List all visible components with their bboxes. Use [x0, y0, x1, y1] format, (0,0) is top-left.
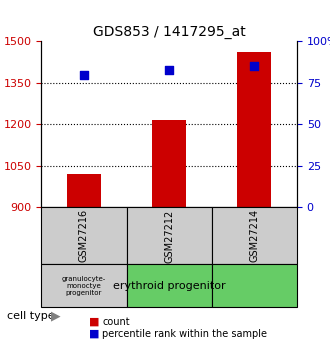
Text: ■: ■ — [89, 329, 100, 339]
Title: GDS853 / 1417295_at: GDS853 / 1417295_at — [93, 25, 246, 39]
FancyBboxPatch shape — [126, 207, 212, 264]
Point — [166, 67, 172, 72]
FancyBboxPatch shape — [212, 264, 297, 307]
FancyBboxPatch shape — [212, 207, 297, 264]
FancyBboxPatch shape — [41, 207, 126, 264]
Text: erythroid progenitor: erythroid progenitor — [113, 281, 225, 291]
Point — [81, 72, 86, 77]
Text: ▶: ▶ — [51, 309, 61, 322]
Bar — [67, 174, 101, 207]
Text: ■: ■ — [89, 317, 100, 327]
Point — [252, 63, 257, 69]
Text: GSM27212: GSM27212 — [164, 209, 174, 263]
Text: GSM27214: GSM27214 — [249, 209, 259, 263]
Text: percentile rank within the sample: percentile rank within the sample — [102, 329, 267, 339]
Bar — [152, 120, 186, 207]
Text: GSM27216: GSM27216 — [79, 209, 89, 263]
FancyBboxPatch shape — [41, 264, 126, 307]
Text: count: count — [102, 317, 130, 327]
Text: granulocyte-
monoctye
progenitor: granulocyte- monoctye progenitor — [62, 276, 106, 296]
FancyBboxPatch shape — [126, 264, 212, 307]
Text: cell type: cell type — [7, 311, 54, 321]
Bar — [237, 52, 271, 207]
